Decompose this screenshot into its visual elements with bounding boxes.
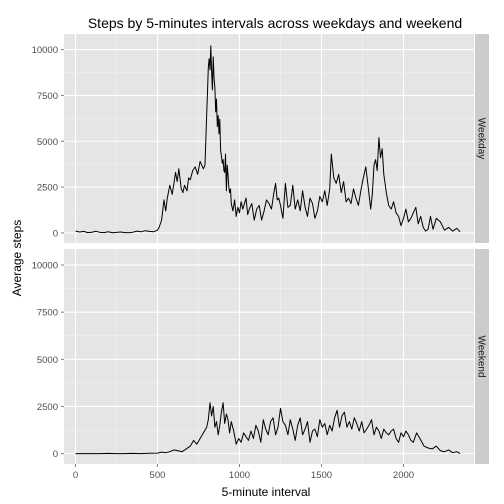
panel-background: [64, 34, 474, 243]
series-line: [75, 45, 461, 234]
x-tick-label: 1500: [311, 470, 332, 481]
strip-label: Weekday: [476, 118, 487, 160]
chart-panels: 025005000750010000Weekday025005000750010…: [32, 34, 489, 481]
y-tick-label: 2500: [37, 402, 58, 413]
series-line: [75, 402, 461, 455]
strip-background: [475, 34, 489, 243]
x-tick-label: 500: [150, 470, 166, 481]
x-axis-label: 5-minute interval: [222, 485, 311, 499]
y-tick-label: 5000: [37, 137, 58, 148]
y-tick-label: 0: [53, 228, 58, 239]
strip-background: [475, 249, 489, 464]
y-tick-label: 0: [53, 449, 58, 460]
strip-label: Weekend: [476, 335, 487, 377]
y-tick-label: 2500: [37, 183, 58, 194]
y-tick-label: 7500: [37, 308, 58, 319]
x-tick-label: 1000: [229, 470, 250, 481]
y-tick-label: 10000: [32, 45, 58, 56]
x-tick-label: 2000: [393, 470, 414, 481]
y-tick-label: 7500: [37, 91, 58, 102]
panel-weekday: 0 2500 5000 7500 10000 Weekday: [32, 34, 489, 243]
y-axis-label: Average steps: [10, 220, 24, 297]
y-tick-label: 5000: [37, 355, 58, 366]
y-tick-label: 10000: [32, 261, 58, 272]
panel-weekend: 0 2500 5000 7500 10000 Weekend 0 500 1000 1500 200…: [32, 249, 489, 481]
chart-title: Steps by 5-minutes intervals across week…: [88, 15, 462, 31]
x-tick-label: 0: [73, 470, 78, 481]
